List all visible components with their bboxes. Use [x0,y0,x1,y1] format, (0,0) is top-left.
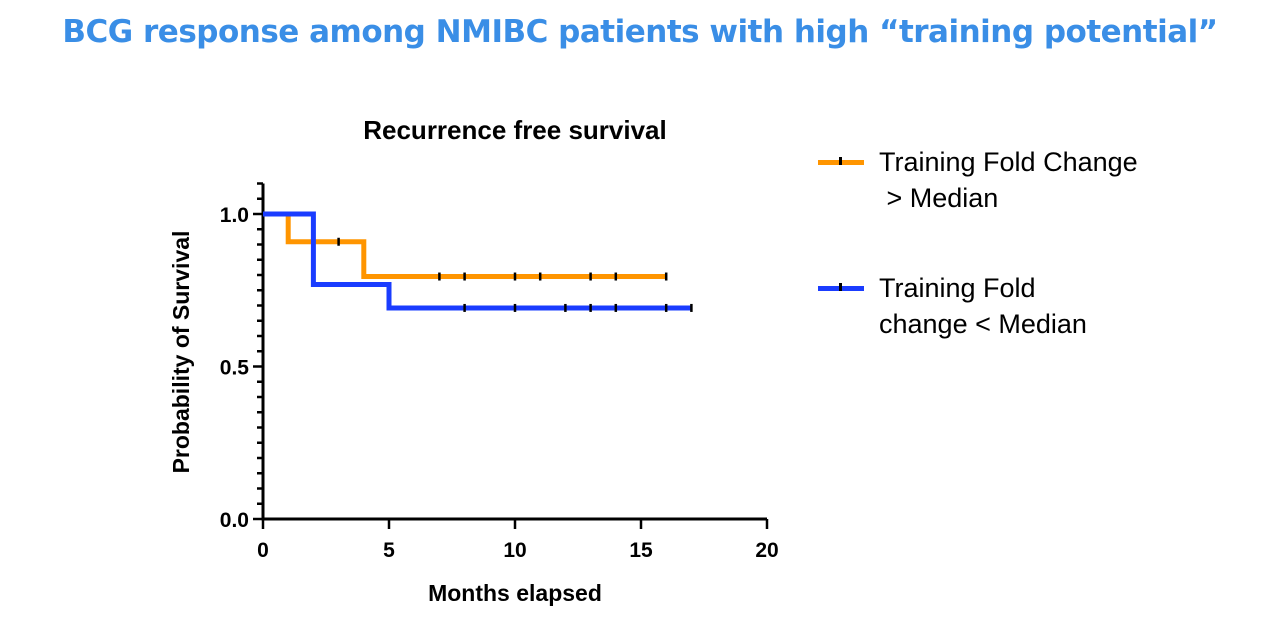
legend-label: Training Fold Change > Median [879,147,1138,213]
legend-label: Training Fold change < Median [879,273,1087,339]
x-tick-label: 20 [755,539,778,562]
survival-curve-1 [263,211,692,311]
x-axis-label: Months elapsed [428,580,602,606]
chart-title: Recurrence free survival [363,115,667,145]
x-tick-label: 0 [257,539,269,562]
legend-swatch-orange [818,157,864,165]
x-tick-label: 15 [629,539,653,562]
y-tick-label: 1.0 [220,204,249,227]
survival-curve-0 [263,211,667,280]
x-tick-label: 10 [503,539,526,562]
y-tick-label: 0.0 [220,509,249,532]
y-tick-label: 0.5 [220,357,250,380]
page-title: BCG response among NMIBC patients with h… [62,14,1218,50]
x-tick-label: 5 [383,539,395,562]
y-axis-label: Probability of Survival [168,231,194,474]
legend-swatch-blue [818,283,864,291]
